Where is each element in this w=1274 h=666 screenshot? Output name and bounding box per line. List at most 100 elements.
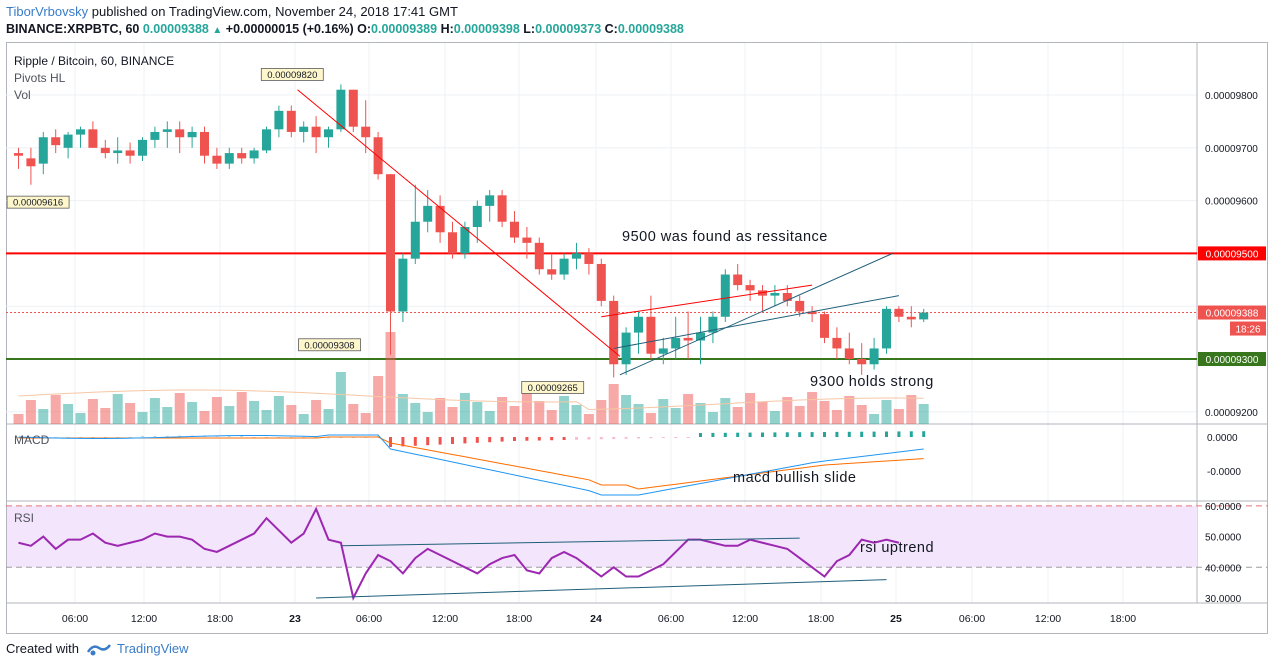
candle-body (348, 89, 358, 127)
volume-bar (174, 393, 185, 424)
candle-body (658, 348, 668, 354)
close-value: 0.00009388 (617, 22, 684, 36)
candle-body (200, 131, 209, 156)
candle-body (745, 285, 755, 291)
candle-body (138, 139, 147, 156)
volume-bar (211, 397, 222, 424)
chart-frame (6, 42, 1268, 634)
volume-bar (869, 414, 880, 424)
volume-bar (521, 392, 532, 424)
volume-bars (13, 332, 929, 424)
support-price-badge-text: 0.00009300 (1206, 355, 1259, 366)
candle-body (150, 131, 160, 140)
candle-body (782, 293, 792, 301)
candle-body (906, 316, 916, 320)
macd-histogram-bar (624, 437, 628, 439)
candle-body (844, 348, 854, 359)
volume-bar (844, 396, 855, 424)
low-value: 0.00009373 (535, 22, 602, 36)
volume-bar (856, 405, 867, 424)
volume-bar (249, 401, 260, 424)
volume-bar (633, 404, 644, 424)
candle-body (76, 129, 85, 135)
price-axis-tick: 0.00009800 (1205, 91, 1258, 102)
price-axis-tick: 0.00009700 (1205, 144, 1258, 155)
macd-axis-tick: -0.0000 (1207, 467, 1241, 478)
candle-body (882, 308, 891, 349)
volume-bar (720, 398, 731, 424)
volume-bar (162, 407, 173, 424)
up-arrow-icon: ▲ (212, 25, 223, 36)
candle-body (646, 316, 656, 354)
macd-histogram-bar (587, 437, 591, 440)
macd-histogram-bar (798, 432, 802, 437)
macd-histogram-bar (165, 435, 169, 437)
tradingview-link[interactable]: TradingView (116, 641, 189, 656)
macd-histogram-bar (550, 437, 554, 441)
volume-bar (199, 411, 210, 424)
macd-histogram-bar (860, 431, 864, 437)
candle-body (237, 153, 247, 159)
volume-bar (63, 404, 74, 424)
volume-bar (670, 408, 681, 424)
candle-body (671, 337, 681, 349)
candle-body (175, 129, 185, 138)
candle-body (113, 150, 123, 154)
candle-body (919, 312, 929, 320)
price-change: +0.00000015 (+0.16%) (225, 22, 354, 36)
candle-body (51, 137, 61, 146)
macd-histogram-bar (711, 432, 715, 437)
annotation-text: rsi uptrend (860, 540, 934, 556)
macd-histogram-bar (599, 437, 603, 440)
candle-body (534, 242, 544, 270)
volume-bar (608, 384, 619, 424)
macd-histogram-bar (773, 432, 777, 437)
volume-bar (373, 376, 384, 424)
candle-body (274, 110, 284, 130)
candle-body (448, 232, 457, 254)
candle-body (26, 158, 36, 167)
candle-body (88, 129, 98, 148)
volume-bar (893, 409, 904, 424)
candle-body (224, 153, 234, 164)
candle-body (311, 126, 321, 138)
volume-bar (348, 404, 359, 424)
macd-pane: 0.0000 -0.0000 (17, 431, 1241, 496)
macd-signal-line (18, 436, 924, 490)
macd-histogram-bar (413, 437, 417, 446)
volume-bar (137, 412, 148, 424)
candle-body (262, 129, 271, 151)
candle-body (249, 150, 259, 159)
volume-bar (112, 394, 123, 424)
rsi-axis-tick: 60.0000 (1205, 502, 1242, 513)
legend-pivots: Pivots HL (14, 71, 66, 85)
candle-body (634, 316, 643, 333)
candle-body (38, 137, 48, 164)
volume-bar (707, 412, 718, 424)
candle-body (398, 258, 408, 312)
rsi-lower-trendline (316, 579, 887, 599)
volume-bar (311, 400, 322, 424)
volume-bar (187, 402, 198, 424)
candle-body (708, 316, 718, 333)
macd-histogram-bar (227, 436, 231, 437)
volume-bar (571, 405, 582, 424)
macd-histogram-bar (389, 437, 392, 447)
macd-histogram-bar (909, 431, 913, 437)
volume-bar (410, 403, 421, 424)
author-link[interactable]: TiborVrbovsky (6, 4, 89, 19)
pivot-label-box (260, 68, 324, 81)
volume-bar (819, 401, 830, 424)
volume-bar (87, 399, 98, 424)
time-tick-label: 23 (289, 613, 301, 625)
pivot-label-text: 0.00009265 (528, 383, 578, 394)
macd-histogram-bar (537, 437, 541, 441)
macd-histogram-bar (339, 437, 343, 439)
macd-histogram-bar (922, 431, 926, 437)
uptrend-line-2 (613, 295, 899, 349)
macd-histogram-bar (153, 436, 157, 437)
candle-body (807, 311, 817, 315)
macd-histogram-bar (575, 437, 578, 440)
time-tick-label: 06:00 (356, 613, 382, 625)
